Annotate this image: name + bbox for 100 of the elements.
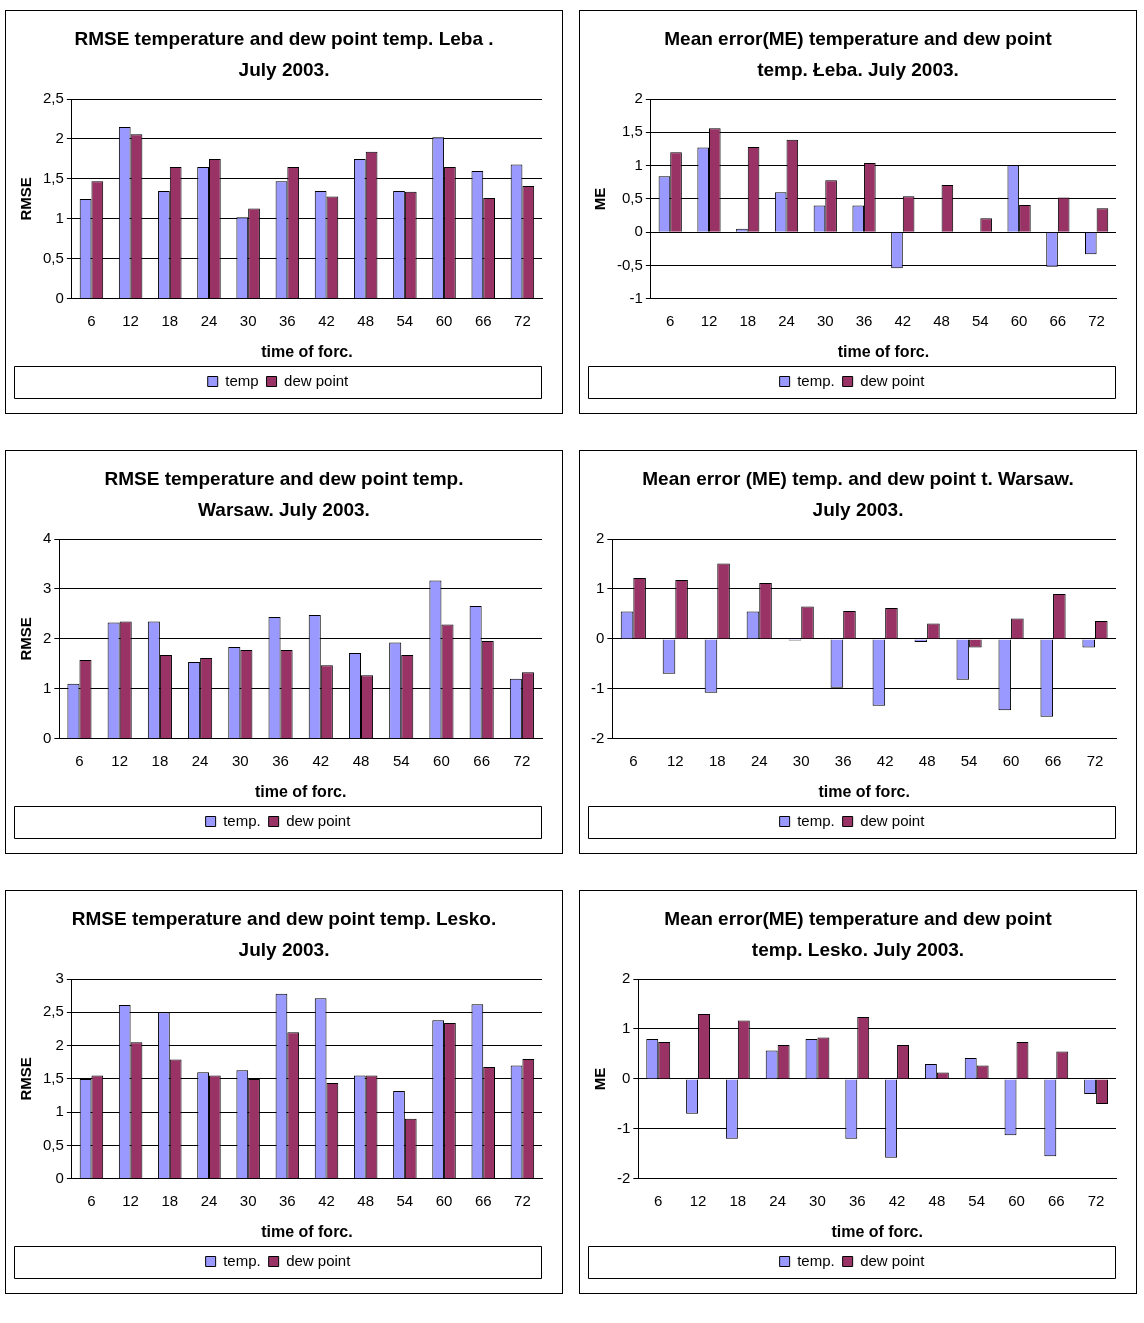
x-tick-label: 66	[1044, 751, 1062, 769]
y-axis-title: ME	[591, 1067, 609, 1091]
y-tick-label: 0,5	[42, 1135, 64, 1153]
y-tick-label: 2	[55, 1035, 64, 1053]
y-axis-title: ME	[591, 187, 609, 211]
y-tick-label: 1,5	[621, 122, 643, 140]
x-tick-label: 54	[968, 1191, 986, 1209]
legend-label: dew point	[286, 1251, 352, 1269]
y-axis-title: RMSE	[17, 617, 35, 661]
x-tick-label: 36	[834, 751, 852, 769]
x-tick-label: 72	[1086, 751, 1104, 769]
legend-label: dew point	[284, 371, 350, 389]
x-tick-label: 60	[1008, 1191, 1025, 1209]
x-tick-label: 18	[729, 1191, 747, 1209]
x-tick-label: 18	[708, 751, 726, 769]
x-tick-label: 72	[514, 1191, 531, 1209]
x-tick-label: 60	[435, 311, 453, 329]
y-axis-title: RMSE	[17, 1057, 35, 1101]
y-tick-label: 2	[43, 629, 52, 647]
x-tick-label: 42	[318, 311, 335, 329]
y-tick-label: 0,5	[42, 248, 64, 266]
x-tick-label: 6	[654, 1191, 663, 1209]
y-tick-label: 2	[595, 529, 605, 547]
x-tick-label: 30	[792, 751, 810, 769]
x-tick-label: 18	[161, 1191, 179, 1209]
legend-label: dew point	[860, 1251, 926, 1269]
x-tick-label: 72	[513, 751, 531, 769]
y-tick-label: -2	[616, 1168, 631, 1186]
y-tick-label: 1	[55, 209, 64, 227]
x-tick-label: 24	[200, 311, 218, 329]
x-tick-label: 48	[933, 311, 950, 329]
y-tick-label: 1,5	[42, 169, 64, 187]
x-axis-title: time of forc.	[837, 342, 930, 360]
x-tick-label: 66	[474, 1191, 492, 1209]
x-axis-title: time of forc.	[818, 782, 910, 800]
chart-title: Mean error(ME) temperature and dew point temp. Lesko. July 2003.	[663, 907, 1053, 962]
x-tick-label: 66	[1049, 311, 1067, 329]
chart-title: RMSE temperature and dew point temp. Lesko. July 2003.	[70, 907, 498, 962]
x-axis-title: time of forc.	[831, 1222, 923, 1240]
y-tick-label: 2	[634, 89, 643, 107]
x-tick-label: 36	[855, 311, 873, 329]
x-tick-label: 42	[318, 1191, 335, 1209]
x-tick-label: 54	[960, 751, 978, 769]
x-tick-label: 42	[888, 1191, 906, 1209]
y-tick-label: 3	[55, 969, 64, 987]
y-tick-label: 0,5	[621, 189, 643, 207]
x-tick-label: 30	[809, 1191, 826, 1209]
x-tick-label: 48	[928, 1191, 946, 1209]
y-tick-label: 1,5	[42, 1069, 64, 1087]
x-tick-label: 30	[816, 311, 834, 329]
x-tick-label: 24	[778, 311, 795, 329]
y-tick-label: 4	[43, 529, 52, 547]
legend-label: temp.	[797, 1251, 835, 1269]
y-tick-label: 0	[43, 728, 52, 746]
x-tick-label: 54	[396, 1191, 414, 1209]
x-tick-label: 66	[473, 751, 491, 769]
x-tick-label: 54	[971, 311, 989, 329]
y-tick-label: 1	[55, 1102, 64, 1120]
x-axis-title: time of forc.	[261, 342, 353, 360]
x-axis-title: time of forc.	[261, 1222, 353, 1240]
x-tick-label: 66	[474, 311, 492, 329]
x-tick-label: 6	[75, 751, 84, 769]
x-tick-label: 12	[111, 751, 129, 769]
chart-title: Mean error(ME) temperature and dew point temp. Łeba. July 2003.	[663, 27, 1053, 82]
y-tick-label: 1	[634, 155, 643, 173]
x-tick-label: 54	[392, 751, 410, 769]
y-tick-label: -2	[590, 728, 605, 746]
y-tick-label: -1	[616, 1118, 631, 1136]
y-tick-label: 2,5	[42, 1002, 64, 1020]
x-tick-label: 24	[750, 751, 768, 769]
legend-label: temp.	[223, 811, 261, 829]
x-tick-label: 12	[700, 311, 718, 329]
y-tick-label: 2,5	[42, 89, 64, 107]
x-tick-label: 42	[876, 751, 894, 769]
y-tick-label: 2	[55, 129, 64, 147]
y-axis-title: RMSE	[17, 177, 35, 221]
x-tick-label: 24	[769, 1191, 786, 1209]
x-tick-label: 72	[514, 311, 531, 329]
x-tick-label: 60	[433, 751, 450, 769]
x-tick-label: 18	[151, 751, 169, 769]
x-tick-label: 30	[239, 1191, 257, 1209]
y-tick-label: -0,5	[616, 255, 643, 273]
legend-label: dew point	[286, 811, 352, 829]
legend-label: temp.	[223, 1251, 261, 1269]
x-tick-label: 54	[396, 311, 414, 329]
x-tick-label: 48	[918, 751, 936, 769]
y-tick-label: -1	[629, 288, 643, 306]
x-tick-label: 12	[122, 311, 139, 329]
x-axis-title: time of forc.	[254, 782, 347, 800]
legend-label: dew point	[860, 371, 926, 389]
y-tick-label: 0	[55, 1168, 64, 1186]
x-tick-label: 30	[239, 311, 257, 329]
x-tick-label: 42	[312, 751, 330, 769]
y-tick-label: 1	[43, 678, 52, 696]
x-tick-label: 6	[87, 1191, 96, 1209]
y-tick-label: 2	[621, 969, 631, 987]
y-tick-label: 3	[43, 579, 52, 597]
x-tick-label: 66	[1047, 1191, 1065, 1209]
x-tick-label: 12	[122, 1191, 139, 1209]
y-tick-label: -1	[590, 678, 605, 696]
